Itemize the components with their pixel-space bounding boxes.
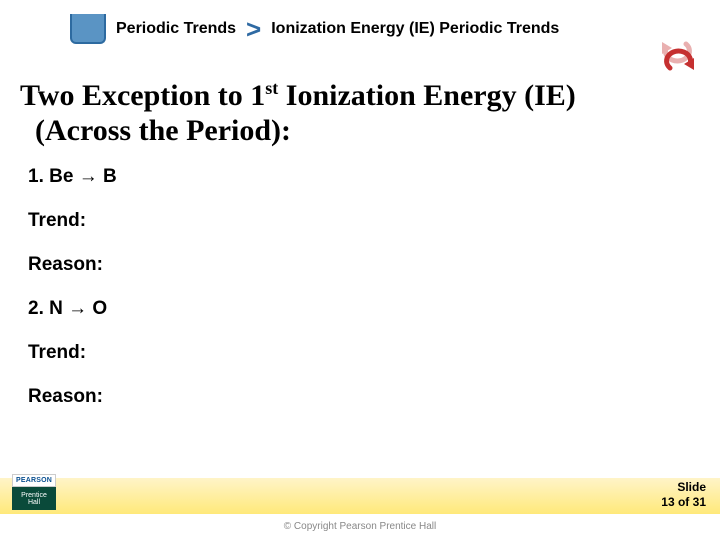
breadcrumb-separator: >	[246, 14, 261, 45]
logo-prentice-hall: Prentice Hall	[12, 487, 56, 510]
list-item: Reason:	[28, 254, 720, 276]
breadcrumb-topic: Periodic Trends	[116, 20, 236, 38]
refresh-icon[interactable]	[656, 40, 700, 77]
list-item: 2. N → O	[28, 298, 720, 320]
publisher-logo: PEARSON Prentice Hall	[12, 474, 56, 510]
footer-bar: Slide 13 of 31	[0, 478, 720, 514]
list-item: Trend:	[28, 342, 720, 364]
slide-counter: 13 of 31	[0, 495, 706, 510]
list-item: Trend:	[28, 210, 720, 232]
title-line1-post: Ionization Energy (IE)	[278, 79, 576, 112]
breadcrumb-subtopic: Ionization Energy (IE) Periodic Trends	[271, 20, 559, 38]
list-item: 1. Be → B	[28, 166, 720, 188]
title-line2: (Across the Period):	[35, 114, 291, 147]
breadcrumb: Periodic Trends > Ionization Energy (IE)…	[0, 0, 720, 48]
list-item: Reason:	[28, 386, 720, 408]
title-sup: st	[265, 78, 278, 98]
content-list: 1. Be → B Trend: Reason: 2. N → O Trend:…	[28, 166, 720, 408]
slide-label: Slide	[0, 480, 706, 495]
logo-pearson: PEARSON	[12, 474, 56, 487]
copyright-text: © Copyright Pearson Prentice Hall	[0, 521, 720, 532]
title-line1-pre: Two Exception to 1	[20, 79, 265, 112]
slide-title: Two Exception to 1st Ionization Energy (…	[20, 78, 700, 148]
header-tab-decoration	[70, 14, 106, 44]
